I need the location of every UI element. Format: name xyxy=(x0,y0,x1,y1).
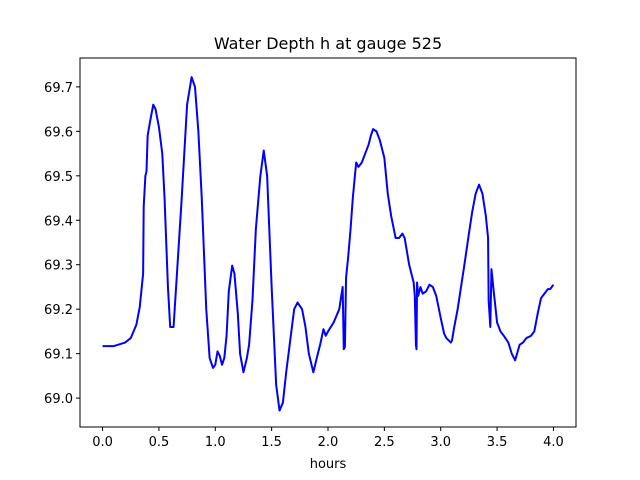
x-tick-label: 0.5 xyxy=(149,435,170,450)
series-layer xyxy=(102,76,555,412)
x-tick-label: 1.5 xyxy=(261,435,282,450)
x-tick-label: 1.0 xyxy=(205,435,226,450)
y-tick-label: 69.1 xyxy=(44,348,73,363)
y-tick-label: 69.4 xyxy=(44,214,73,229)
x-tick-label: 4.0 xyxy=(543,435,564,450)
y-tick-label: 69.5 xyxy=(44,170,73,185)
y-tick-label: 69.3 xyxy=(44,259,73,274)
x-tick-label: 2.0 xyxy=(318,435,339,450)
x-axis: 0.0 0.5 1.0 1.5 2.0 2.5 3.0 3.5 4.0 xyxy=(92,427,564,450)
y-tick-label: 69.6 xyxy=(44,125,73,140)
x-tick-label: 3.0 xyxy=(430,435,451,450)
y-tick-label: 69.2 xyxy=(44,303,73,318)
water-depth-line xyxy=(102,76,555,412)
y-tick-label: 69.0 xyxy=(44,392,73,407)
y-tick-label: 69.7 xyxy=(44,81,73,96)
x-tick-label: 0.0 xyxy=(92,435,113,450)
x-axis-label: hours xyxy=(310,457,347,472)
chart-title: Water Depth h at gauge 525 xyxy=(214,34,442,53)
x-tick-label: 3.5 xyxy=(487,435,508,450)
x-tick-label: 2.5 xyxy=(374,435,395,450)
y-axis: 69.0 69.1 69.2 69.3 69.4 69.5 69.6 69.7 xyxy=(44,81,80,407)
plot-area xyxy=(80,58,576,427)
